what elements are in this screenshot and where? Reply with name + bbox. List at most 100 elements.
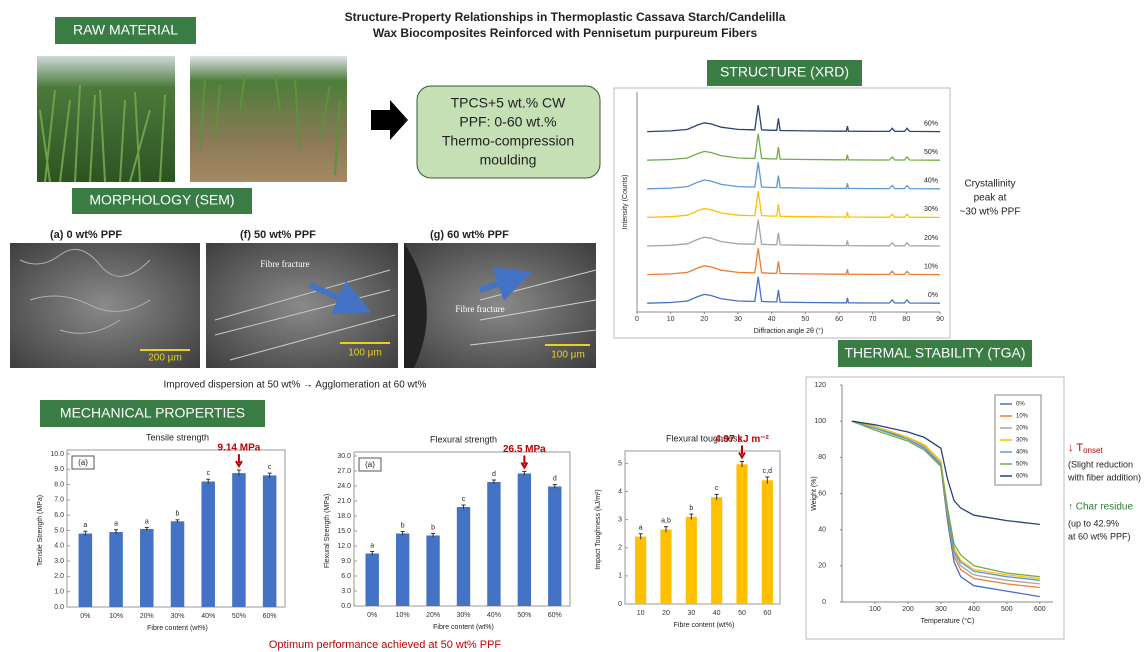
significance-letter: a <box>370 542 374 549</box>
note: ↓ Tonset <box>1068 442 1103 455</box>
y-tick-label: 2.0 <box>54 573 64 580</box>
annotation-arrow <box>520 455 529 470</box>
legend-label: 30% <box>1016 438 1029 444</box>
significance-letter: a <box>145 518 149 525</box>
photo <box>37 56 175 183</box>
x-tick-label: 500 <box>1001 606 1013 613</box>
y-tick-label: 30.0 <box>337 453 351 460</box>
title: Wax Biocomposites Reinforced with Pennis… <box>373 26 758 40</box>
y-tick-label: 9.0 <box>341 558 351 565</box>
process-text: PPF: 0-60 wt.% <box>459 114 556 130</box>
series-label: 0% <box>928 292 938 299</box>
x-tick-label: 40% <box>487 612 501 619</box>
bar <box>487 482 501 606</box>
y-tick-label: 6.0 <box>341 573 351 580</box>
note: peak at <box>974 193 1007 204</box>
x-tick-label: 20 <box>662 610 670 617</box>
bar <box>262 475 277 607</box>
series-line <box>851 420 1040 526</box>
x-tick-label: 0% <box>367 612 377 619</box>
y-tick-label: 3.0 <box>54 558 64 565</box>
x-tick-label: 10% <box>109 613 123 620</box>
sem-image: Fibre fracture 100 µm <box>206 243 398 368</box>
y-tick-label: 9.0 <box>54 466 64 473</box>
y-tick-label: 3.0 <box>341 588 351 595</box>
x-axis-label: Fibre content (wt%) <box>674 622 735 629</box>
x-axis-label: Fibre content (wt%) <box>147 625 208 632</box>
x-tick-label: 50 <box>738 610 746 617</box>
series-label: 10% <box>924 263 938 270</box>
heading-box <box>55 17 196 44</box>
x-tick-label: 20% <box>426 612 440 619</box>
x-tick-label: 60% <box>548 612 562 619</box>
note-subscript: onset <box>1083 446 1103 455</box>
title: Structure-Property Relationships in Ther… <box>345 10 786 24</box>
bar <box>456 507 471 606</box>
process-text: Thermo-compression <box>442 133 574 149</box>
note: at 60 wt% PPF) <box>1068 531 1131 541</box>
annotation: 9.14 MPa <box>218 443 261 454</box>
series-line <box>647 248 941 276</box>
y-tick-label: 120 <box>814 382 826 389</box>
y-tick-label: 80 <box>818 454 826 461</box>
x-axis-label: Diffraction angle 2θ (°) <box>754 327 824 335</box>
x-tick-label: 200 <box>902 606 914 613</box>
y-tick-label: 5.0 <box>54 527 64 534</box>
y-tick-label: 2 <box>618 545 622 552</box>
series-label: 60% <box>924 120 938 127</box>
note: ↑ Char residue <box>1068 502 1133 513</box>
y-tick-label: 0.0 <box>341 603 351 610</box>
bar <box>761 480 773 604</box>
y-tick-label: 21.0 <box>337 498 351 505</box>
x-tick-label: 80 <box>902 316 910 323</box>
series-line <box>647 190 941 219</box>
significance-letter: d <box>553 475 557 482</box>
heading-box <box>838 340 1032 367</box>
y-tick-label: 1 <box>618 573 622 580</box>
x-tick-label: 50% <box>517 612 531 619</box>
x-tick-label: 600 <box>1034 606 1046 613</box>
bar <box>109 532 123 607</box>
plot-frame <box>624 450 781 605</box>
x-tick-label: 20 <box>700 316 708 323</box>
x-tick-label: 300 <box>935 606 947 613</box>
y-axis-label: Weight (%) <box>811 476 818 511</box>
panel-box <box>71 455 95 470</box>
sem-label: (f) 50 wt% PPF <box>240 229 316 241</box>
legend-label: 10% <box>1016 414 1029 420</box>
x-tick-label: 30 <box>687 610 695 617</box>
series-label: 30% <box>924 206 938 213</box>
y-tick-label: 3 <box>618 517 622 524</box>
heading: MECHANICAL PROPERTIES <box>60 405 245 421</box>
bar <box>365 553 379 606</box>
bar <box>660 529 672 604</box>
heading-box <box>72 188 252 214</box>
y-tick-label: 6.0 <box>54 512 64 519</box>
series-label: 40% <box>924 178 938 185</box>
heading: STRUCTURE (XRD) <box>720 64 849 80</box>
x-tick-label: 90 <box>936 316 944 323</box>
y-tick-label: 1.0 <box>54 589 64 596</box>
bar <box>232 473 246 607</box>
chart-frame <box>805 376 1065 640</box>
y-tick-label: 0.0 <box>54 604 64 611</box>
bar <box>201 481 215 607</box>
y-tick-label: 8.0 <box>54 481 64 488</box>
significance-letter: c <box>268 464 272 471</box>
note: (Slight reduction <box>1068 459 1133 469</box>
sem-label: (a) 0 wt% PPF <box>50 229 122 241</box>
note: Crystallinity <box>964 179 1015 190</box>
y-tick-label: 4.0 <box>54 543 64 550</box>
legend-label: 20% <box>1016 426 1029 432</box>
legend-label: 50% <box>1016 462 1029 468</box>
x-tick-label: 60 <box>763 610 771 617</box>
x-tick-label: 60% <box>263 613 277 620</box>
series-line <box>647 133 941 161</box>
x-tick-label: 10 <box>667 316 675 323</box>
significance-letter: b <box>431 524 435 531</box>
y-tick-label: 0 <box>822 599 826 606</box>
y-axis-label: Tensile Strength (MPa) <box>37 495 44 566</box>
bar <box>685 516 697 604</box>
